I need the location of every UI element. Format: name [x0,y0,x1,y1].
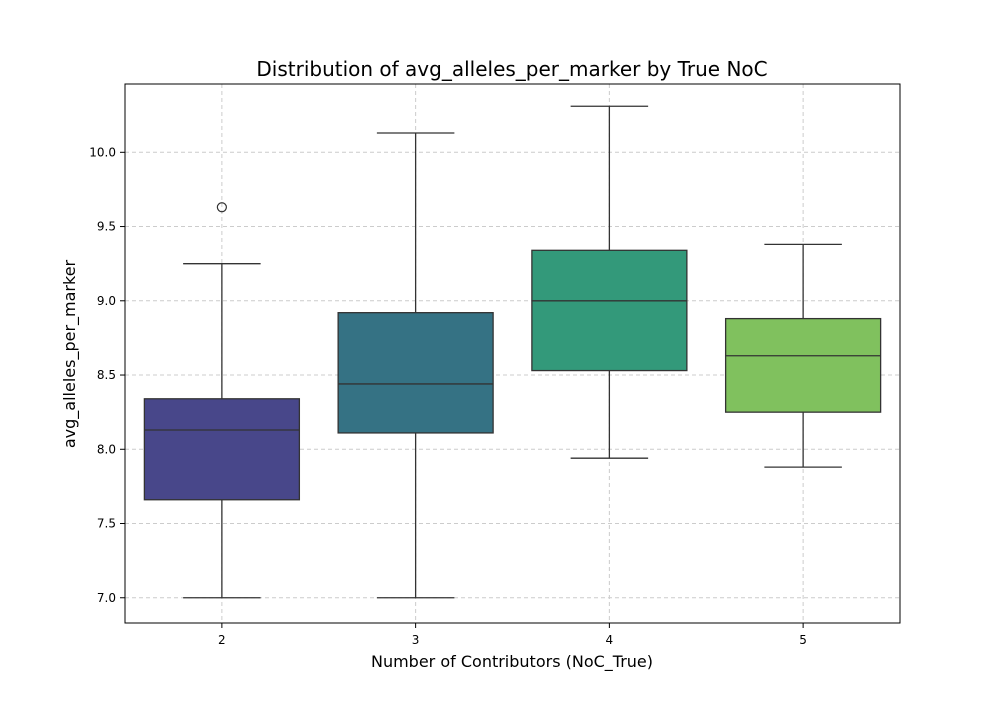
y-axis: 7.0 7.5 8.0 8.5 9.0 9.5 10.0 [89,145,125,605]
iqr-box [724,317,882,413]
x-tick-label: 3 [412,633,420,647]
plot-frame [124,83,901,624]
y-tick-label: 7.5 [97,517,116,531]
box-group-4 [531,105,688,459]
y-axis-label: avg_alleles_per_marker [60,259,80,448]
x-axis-label: Number of Contributors (NoC_True) [371,652,653,672]
y-tick-label: 7.0 [97,591,116,605]
iqr-box [531,249,688,372]
y-tick-label: 8.0 [97,442,116,456]
y-tick-label: 9.0 [97,294,116,308]
chart-title: Distribution of avg_alleles_per_marker b… [256,57,767,81]
y-tick-label: 9.5 [97,220,116,234]
boxes-layer [143,105,882,599]
x-tick-label: 4 [606,633,614,647]
outlier-point [216,202,227,213]
box-group-3 [337,132,494,599]
y-tick-label: 8.5 [97,368,116,382]
x-tick-label: 2 [218,633,226,647]
iqr-box [143,398,301,501]
iqr-box [337,312,494,434]
y-tick-label: 10.0 [89,145,116,159]
x-axis: 2 3 4 5 [218,623,807,647]
box-group-5 [724,243,882,468]
box-group-2 [143,202,301,599]
x-tick-label: 5 [799,633,807,647]
